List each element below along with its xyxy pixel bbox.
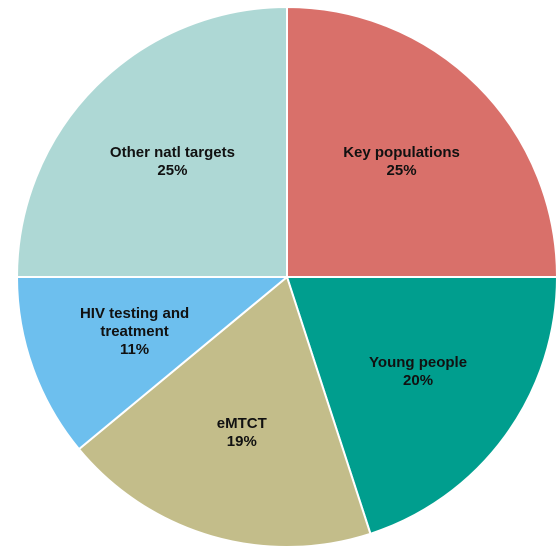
value-label: 25% (157, 162, 188, 180)
slice-label: Key populations 25% (343, 144, 460, 180)
slice-label: eMTCT 19% (217, 415, 267, 451)
slice-label: Young people 20% (369, 354, 467, 390)
value-label: 19% (226, 432, 257, 450)
pie-slice (15, 5, 288, 278)
pie-slice (286, 5, 558, 278)
category-label: eMTCT (216, 414, 267, 432)
pie-slice (77, 275, 372, 548)
category-label: Key populations (343, 144, 460, 162)
pie-slice (285, 276, 558, 536)
slice-label: HIV testing and treatment 11% (60, 305, 210, 359)
category-label: Young people (369, 354, 468, 372)
category-label: Other natl targets (109, 144, 235, 162)
value-label: 25% (386, 162, 417, 180)
value-label: 11% (119, 340, 150, 358)
slice-label: Other natl targets 25% (110, 144, 235, 180)
category-label: HIV testing and treatment (79, 304, 190, 340)
value-label: 20% (403, 372, 434, 390)
pie-slice (15, 276, 290, 451)
